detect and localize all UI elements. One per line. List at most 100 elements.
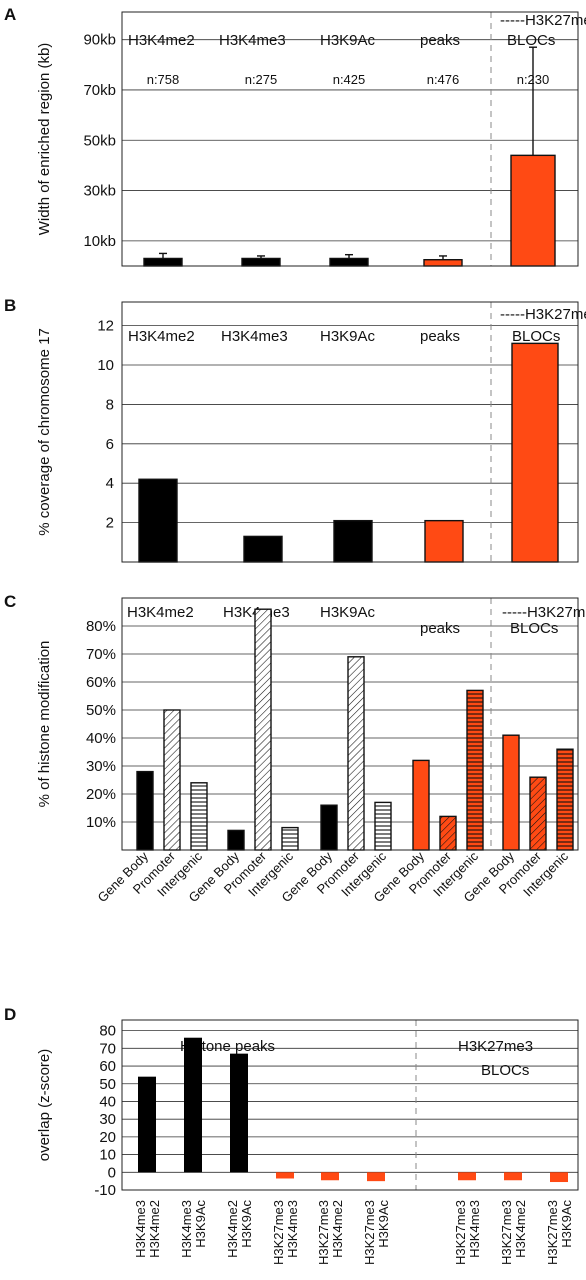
x-category-label: H3K4me3	[467, 1200, 482, 1258]
section-label: Histone peaks	[180, 1038, 275, 1055]
bar	[333, 519, 373, 563]
bar	[243, 535, 283, 563]
plot-frame	[121, 597, 579, 851]
y-tick-label: 10	[97, 357, 114, 374]
bar	[190, 782, 208, 851]
y-tick-label: 30	[99, 1111, 116, 1128]
category-label: H3K9Ac	[320, 328, 376, 345]
bar	[423, 259, 463, 267]
bar	[163, 709, 181, 851]
h3k27me3-header: -----H3K27me3-----	[500, 306, 586, 323]
bar	[550, 1172, 568, 1183]
bar	[511, 342, 559, 563]
x-category-label: H3K4me2	[513, 1200, 528, 1258]
y-tick-label: 4	[106, 475, 114, 492]
x-category-label: H3K4me3	[179, 1200, 194, 1258]
bar	[241, 257, 281, 267]
panel-letter-d: D	[4, 1005, 16, 1024]
bar	[227, 829, 245, 851]
bar	[374, 801, 392, 851]
bar	[136, 770, 154, 851]
bar	[281, 826, 299, 851]
bar	[230, 1053, 248, 1173]
y-tick-label: 80	[99, 1023, 116, 1040]
category-label: peaks	[420, 328, 460, 345]
x-category-label: H3K27me3	[499, 1200, 514, 1265]
bar	[367, 1172, 385, 1182]
panel-letter-b: B	[4, 296, 16, 315]
category-label: H3K9Ac	[320, 32, 376, 49]
y-tick-label: 60%	[86, 674, 116, 691]
x-category-label: H3K9Ac	[559, 1200, 574, 1248]
count-label: n:425	[333, 72, 366, 87]
group-label: BLOCs	[510, 620, 558, 637]
y-tick-label: 30kb	[83, 183, 116, 200]
y-tick-label: 60	[99, 1058, 116, 1075]
y-tick-label: 50	[99, 1076, 116, 1093]
bar	[138, 1076, 156, 1173]
y-axis-title: Width of enriched region (kb)	[36, 43, 53, 236]
x-category-label: H3K4me3	[133, 1200, 148, 1258]
bar	[184, 1037, 202, 1173]
bar	[347, 656, 365, 851]
bar	[504, 1172, 522, 1181]
y-tick-label: 10	[99, 1147, 116, 1164]
x-category-label: H3K4me2	[225, 1200, 240, 1258]
bar	[439, 815, 457, 851]
x-category-label: H3K27me3	[453, 1200, 468, 1265]
h3k27me3-header: -----H3K27me3-----	[502, 604, 586, 621]
h3k27me3-header: -----H3K27me3-----	[500, 12, 586, 29]
y-tick-label: 50kb	[83, 132, 116, 149]
panel-a: A 10kb 30kb 50kb 70kb 90kb Width of enriched r…	[4, 5, 586, 267]
x-category-label: H3K9Ac	[376, 1200, 391, 1248]
category-label: H3K4me2	[128, 32, 195, 49]
count-label: n:476	[427, 72, 460, 87]
group-label: H3K4me2	[127, 604, 194, 621]
bar	[320, 804, 338, 851]
y-axis-title: % coverage of chromosome 17	[36, 328, 53, 536]
bar	[458, 1172, 476, 1181]
y-tick-label: 10kb	[83, 233, 116, 250]
y-tick-label: 90kb	[83, 32, 116, 49]
bar	[556, 748, 574, 851]
category-label: H3K4me2	[128, 328, 195, 345]
x-category-label: H3K4me2	[330, 1200, 345, 1258]
bar	[143, 257, 183, 267]
group-label: peaks	[420, 620, 460, 637]
plot-frame	[121, 301, 579, 563]
x-category-label: H3K4me3	[285, 1200, 300, 1258]
panel-c: C 10% 20% 30% 40% 50% 60% 70% 80% % of histone mo…	[4, 592, 586, 905]
y-tick-label: 2	[106, 515, 114, 532]
x-category-label: H3K27me3	[271, 1200, 286, 1265]
bar	[502, 734, 520, 851]
category-label: H3K4me3	[221, 328, 288, 345]
y-tick-label: 40%	[86, 730, 116, 747]
section-label: BLOCs	[481, 1062, 529, 1079]
category-label: peaks	[420, 32, 460, 49]
bar	[529, 776, 547, 851]
y-tick-label: 10%	[86, 814, 116, 831]
bar	[424, 519, 464, 563]
bar	[254, 608, 272, 851]
bar	[276, 1172, 294, 1179]
plot-frame	[121, 1019, 579, 1191]
x-category-label: H3K4me2	[147, 1200, 162, 1258]
group-label: H3K9Ac	[320, 604, 376, 621]
count-label: n:758	[147, 72, 180, 87]
x-category-label: H3K27me3	[362, 1200, 377, 1265]
y-axis-title: overlap (z-score)	[36, 1049, 53, 1162]
panel-letter-a: A	[4, 5, 16, 24]
count-label: n:275	[245, 72, 278, 87]
x-category-label: H3K27me3	[316, 1200, 331, 1265]
y-axis-title: % of histone modification	[36, 641, 53, 808]
panel-b: B 2 4 6 8 10 12 % coverage of chromosome 17 H3K4…	[4, 296, 586, 563]
category-label: BLOCs	[512, 328, 560, 345]
y-tick-label: 70%	[86, 646, 116, 663]
bar	[412, 759, 430, 851]
x-category-label: H3K9Ac	[239, 1200, 254, 1248]
bar	[321, 1172, 339, 1181]
bar	[466, 689, 484, 851]
